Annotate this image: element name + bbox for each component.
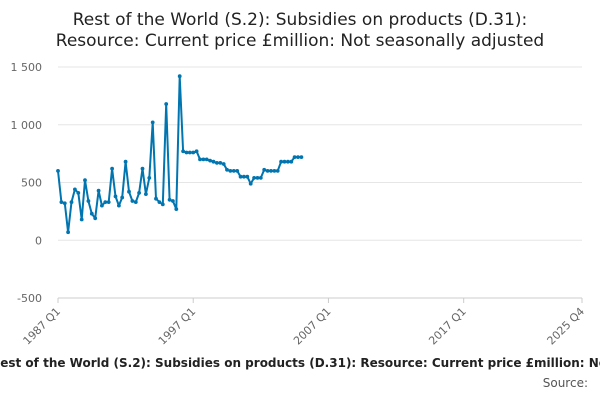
- data-point: [127, 189, 131, 194]
- footer-title-text: Rest of the World (S.2): Subsidies on pr…: [0, 356, 600, 370]
- data-point: [110, 166, 114, 171]
- data-point: [100, 203, 104, 208]
- data-point: [191, 150, 196, 155]
- data-point: [174, 207, 179, 212]
- data-point: [130, 199, 135, 203]
- data-point: [194, 149, 199, 154]
- data-point: [242, 174, 246, 179]
- data-point: [252, 176, 256, 180]
- data-point: [120, 195, 125, 200]
- data-point: [144, 192, 148, 197]
- data-point: [103, 200, 108, 205]
- data-point: [62, 201, 67, 206]
- data-point: [117, 203, 121, 208]
- y-tick-label: 1 000: [11, 119, 43, 132]
- data-point: [204, 157, 209, 162]
- y-axis-tick-labels: -500 0 500 1 000 1 500: [11, 61, 43, 305]
- data-point: [275, 169, 280, 173]
- data-point: [160, 202, 165, 207]
- data-point: [225, 167, 229, 172]
- data-point: [76, 191, 81, 195]
- data-point: [245, 174, 250, 179]
- data-point: [171, 199, 175, 203]
- data-point: [265, 169, 270, 173]
- data-point: [150, 120, 155, 125]
- gridlines: [58, 66, 582, 241]
- data-point: [258, 176, 263, 180]
- data-point: [231, 169, 236, 173]
- data-point: [215, 161, 219, 165]
- data-point: [56, 169, 60, 173]
- y-tick-label: 500: [21, 177, 42, 190]
- data-point: [164, 102, 169, 106]
- data-point: [83, 178, 87, 183]
- data-point: [208, 158, 213, 163]
- data-point: [69, 200, 74, 205]
- data-point: [184, 150, 189, 155]
- data-point: [228, 169, 233, 173]
- data-point: [279, 159, 283, 164]
- data-point: [177, 74, 182, 79]
- data-point: [289, 159, 294, 164]
- y-tick-label: 1 500: [11, 61, 43, 74]
- chart-title-line-1: Rest of the World (S.2): Subsidies on pr…: [73, 10, 528, 30]
- data-point: [269, 169, 273, 173]
- data-point: [187, 150, 192, 155]
- data-point: [106, 200, 111, 205]
- chart-title-line-2: Resource: Current price £million: Not se…: [56, 31, 544, 51]
- data-point: [296, 155, 300, 160]
- data-point: [73, 187, 77, 192]
- series-group: [56, 74, 304, 235]
- data-point: [137, 191, 142, 195]
- data-point: [59, 200, 64, 205]
- data-point: [79, 217, 84, 222]
- x-tick-label: 2025 Q4: [545, 305, 588, 348]
- data-point: [235, 169, 240, 173]
- y-tick-label: -500: [17, 292, 42, 305]
- data-point: [181, 149, 186, 154]
- data-point: [66, 230, 70, 235]
- series-line: [57, 75, 302, 234]
- footer-source-label: Source:: [542, 376, 588, 390]
- data-point: [292, 155, 297, 160]
- data-point: [299, 155, 304, 160]
- data-point: [86, 199, 91, 203]
- data-point: [201, 157, 206, 162]
- x-tick-label: 2017 Q1: [426, 305, 469, 348]
- data-point: [282, 159, 287, 164]
- data-point: [248, 181, 253, 186]
- data-point: [157, 200, 162, 205]
- data-point: [123, 159, 128, 164]
- x-tick-label: 1987 Q1: [21, 305, 64, 348]
- data-point: [272, 169, 277, 173]
- x-axis: 1987 Q1 1997 Q1 2007 Q1 2017 Q1 2025 Q4: [21, 297, 588, 348]
- x-tick-label: 2007 Q1: [291, 305, 334, 348]
- data-point: [211, 159, 216, 164]
- data-point: [286, 159, 290, 164]
- data-point: [221, 162, 226, 166]
- data-point: [133, 200, 138, 205]
- data-point: [96, 188, 101, 193]
- data-point: [198, 157, 202, 162]
- data-point: [262, 167, 267, 172]
- data-point: [89, 211, 94, 216]
- footer-title: Rest of the World (S.2): Subsidies on pr…: [0, 356, 600, 374]
- data-point: [238, 174, 243, 179]
- y-tick-label: 0: [35, 234, 42, 247]
- data-point: [140, 166, 145, 171]
- data-point: [113, 194, 118, 199]
- data-point: [218, 161, 223, 165]
- data-point: [154, 196, 158, 201]
- x-tick-label: 1997 Q1: [156, 305, 199, 348]
- data-point: [147, 176, 152, 180]
- data-point: [167, 197, 172, 202]
- data-point: [255, 176, 260, 180]
- data-point: [93, 216, 98, 221]
